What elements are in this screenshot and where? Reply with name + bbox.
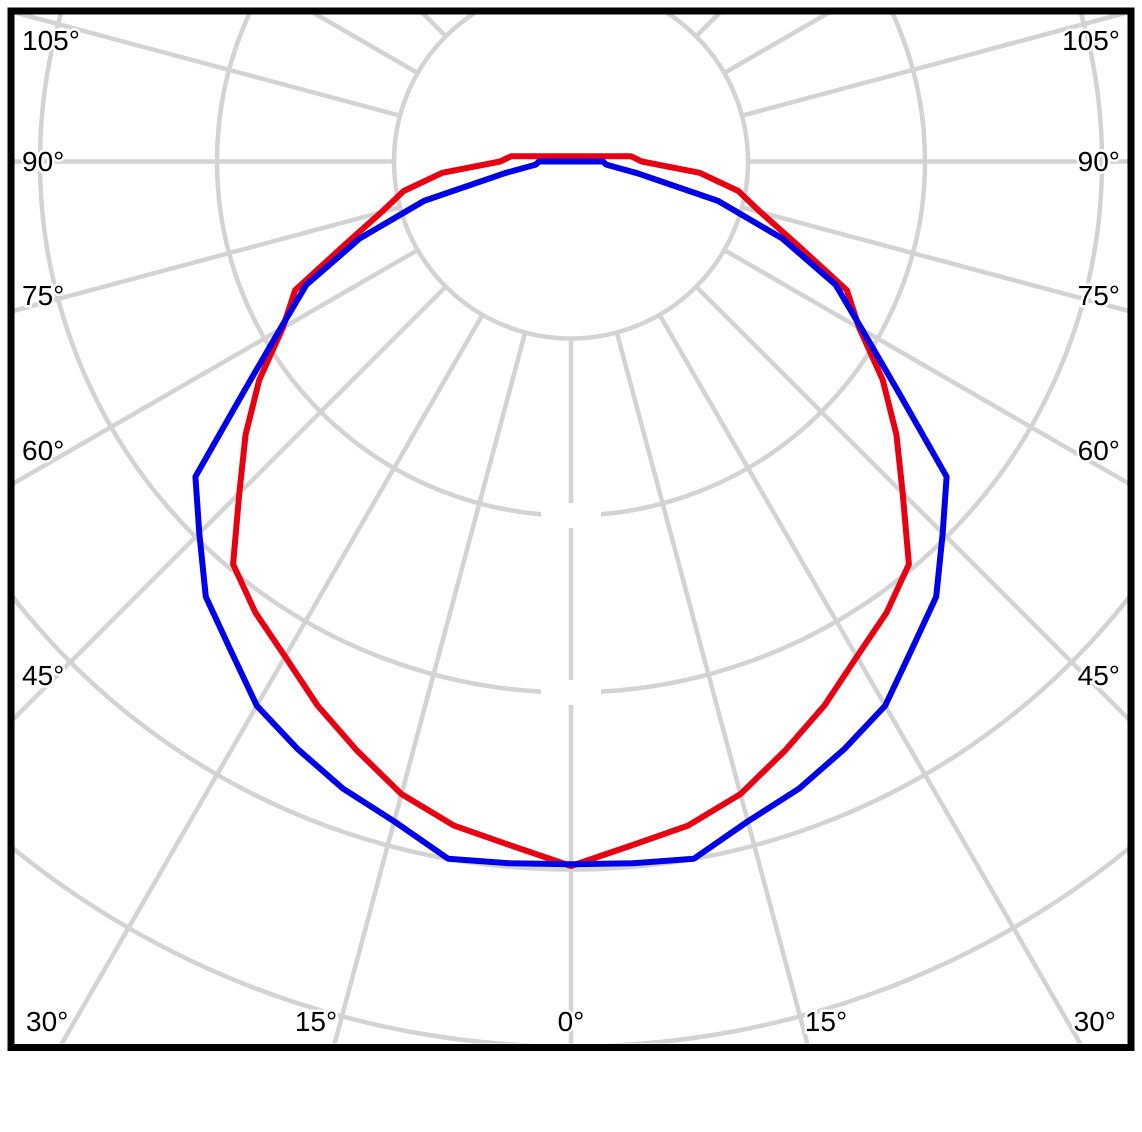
angle-labels: 105° 90° 75° 60° 45° 105° 90° 75° 60° 45° 30° 15° 0°… — [20, 23, 1123, 1040]
angle-label-left: 75° — [22, 280, 64, 311]
grid-spoke — [694, 285, 1128, 722]
angle-label-bottom: 15° — [805, 1006, 847, 1037]
angle-label-right: 45° — [1078, 660, 1120, 691]
angle-label-left: 105° — [22, 25, 80, 56]
grid-spoke — [59, 313, 485, 1044]
grid-spoke — [0, 0, 483, 8]
angle-label-right: 60° — [1078, 435, 1120, 466]
angle-label-bottom: 30° — [1074, 1006, 1116, 1037]
grid-spoke — [332, 331, 528, 1044]
angle-label-bottom: 30° — [26, 1006, 68, 1037]
grid-spoke — [614, 331, 810, 1044]
angle-label-right: 90° — [1078, 146, 1120, 177]
grid-spoke — [14, 285, 448, 722]
grid-spoke — [723, 248, 1128, 486]
grid-spoke — [657, 313, 1083, 1044]
angle-label-right: 75° — [1078, 280, 1120, 311]
angle-label-bottom: 0° — [558, 1006, 585, 1037]
grid-spoke — [14, 248, 419, 486]
intensity-curves — [192, 153, 950, 869]
grid-spoke — [741, 14, 1128, 118]
grid-spoke — [14, 205, 401, 313]
grid-spoke — [14, 14, 401, 118]
curve-c90-c270 — [192, 158, 950, 868]
grid-spoke — [660, 0, 1142, 8]
plot-border — [7, 7, 1135, 1051]
angle-label-left: 45° — [22, 660, 64, 691]
legend-area: cd/klm C0 - C180 C90 - C270 η=100% — [0, 1051, 1142, 1132]
angle-label-right: 105° — [1062, 25, 1120, 56]
angle-label-left: 60° — [22, 435, 64, 466]
angle-label-bottom: 15° — [295, 1006, 337, 1037]
angle-label-left: 90° — [22, 146, 64, 177]
ring-label-knockouts — [541, 503, 601, 705]
grid-spoke — [741, 205, 1128, 313]
